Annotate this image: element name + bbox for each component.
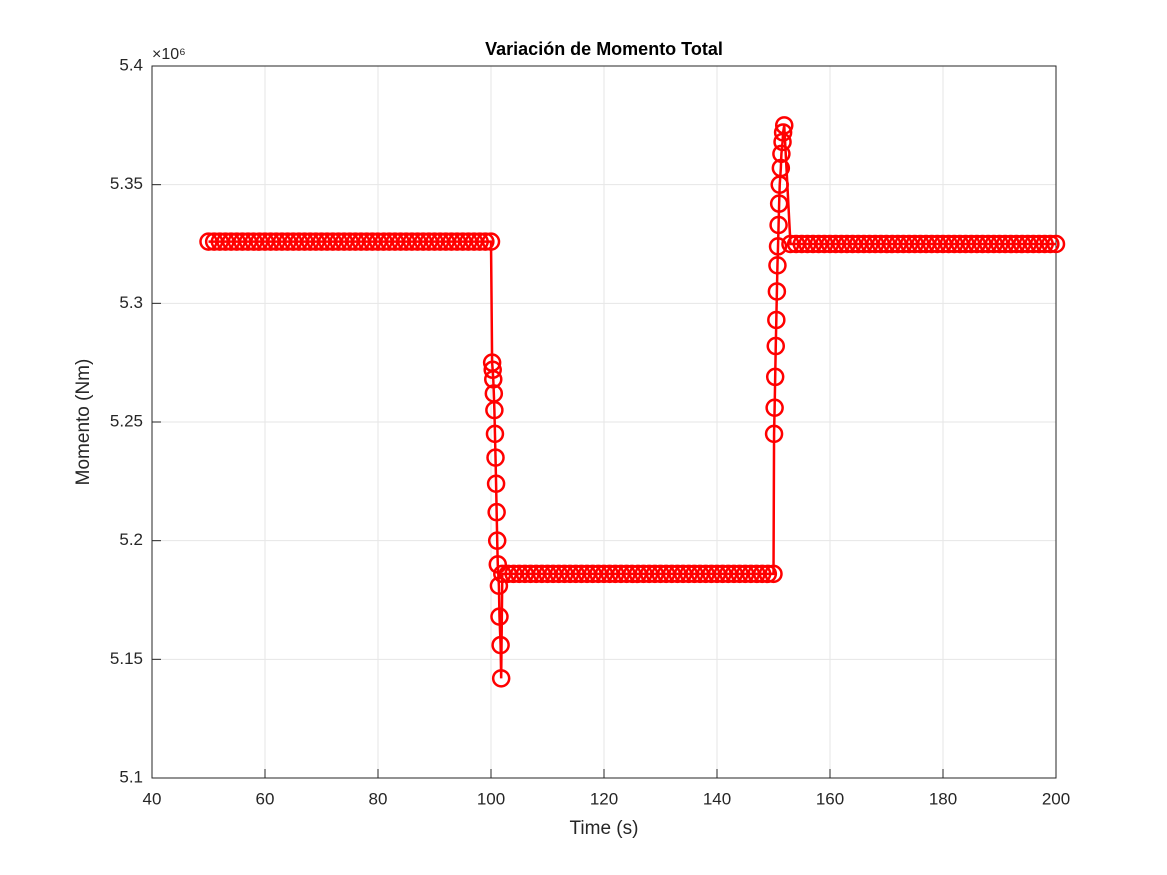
- data-marker: [768, 256, 787, 275]
- x-tick-label: 140: [703, 789, 731, 808]
- data-marker: [483, 360, 502, 380]
- data-marker: [488, 555, 508, 574]
- data-marker: [752, 564, 772, 584]
- data-marker: [764, 424, 784, 444]
- data-marker: [765, 367, 785, 387]
- data-marker: [769, 215, 788, 235]
- data-marker: [764, 564, 783, 584]
- data-marker: [486, 448, 505, 467]
- y-tick-label: 5.4: [119, 55, 143, 74]
- y-tick-label: 5.1: [119, 767, 143, 786]
- x-tick-label: 80: [369, 789, 388, 808]
- axes-box: [151, 65, 1057, 779]
- data-marker: [769, 194, 789, 213]
- data-marker: [767, 282, 787, 301]
- y-multiplier: ×10⁶: [152, 46, 186, 63]
- data-marker: [491, 635, 510, 655]
- data-marker: [766, 336, 786, 356]
- data-marker: [1046, 234, 1066, 254]
- data-marker: [490, 607, 509, 626]
- data-marker: [773, 123, 793, 142]
- data-marker: [767, 310, 786, 330]
- data-marker: [489, 576, 509, 596]
- data-marker: [487, 531, 507, 550]
- data-marker: [486, 474, 506, 493]
- data-marker: [485, 424, 505, 444]
- data-marker: [774, 116, 794, 135]
- chart-title: Variación de Momento Total: [485, 39, 723, 59]
- data-marker: [484, 370, 503, 389]
- data-marker: [476, 232, 495, 251]
- y-tick-label: 5.25: [110, 411, 143, 430]
- y-tick-label: 5.15: [110, 649, 143, 668]
- y-tick-label: 5.35: [110, 174, 143, 193]
- x-tick-label: 100: [477, 789, 505, 808]
- data-marker: [487, 502, 506, 522]
- data-marker: [491, 669, 511, 688]
- data-marker: [765, 398, 784, 418]
- data-marker: [485, 400, 504, 420]
- y-tick-label: 5.2: [119, 530, 143, 549]
- y-tick-label: 5.3: [119, 293, 143, 312]
- data-marker: [470, 232, 489, 251]
- x-tick-label: 60: [256, 789, 275, 808]
- data-marker: [768, 237, 788, 256]
- x-tick-label: 200: [1042, 789, 1070, 808]
- x-tick-label: 160: [816, 789, 844, 808]
- data-marker: [758, 564, 778, 584]
- x-tick-label: 180: [929, 789, 957, 808]
- x-axis-label: Time (s): [570, 818, 639, 839]
- y-axis-label: Momento (Nm): [73, 359, 94, 486]
- data-marker: [1035, 234, 1054, 254]
- data-marker: [481, 232, 501, 251]
- data-marker: [771, 158, 791, 178]
- data-marker: [1041, 234, 1060, 254]
- x-tick-label: 120: [590, 789, 618, 808]
- data-marker: [772, 144, 791, 164]
- x-tick-label: 40: [143, 789, 162, 808]
